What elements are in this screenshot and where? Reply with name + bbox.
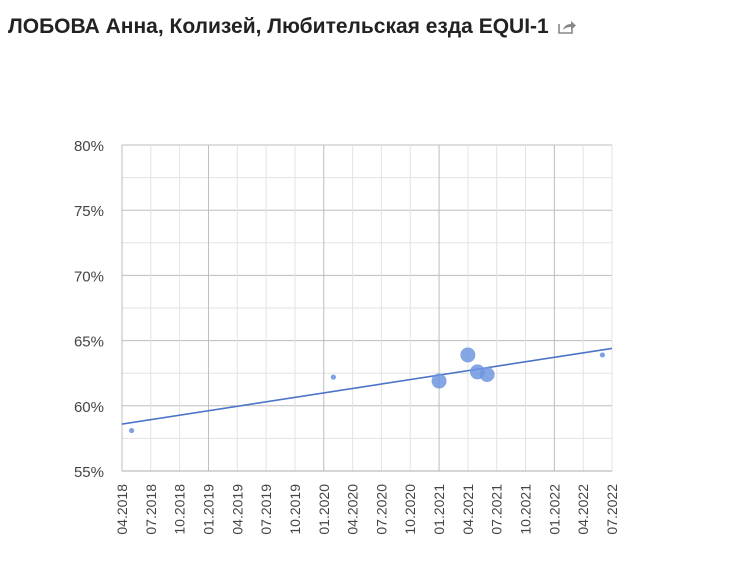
x-tick-label: 04.2020 [345, 484, 361, 535]
x-tick-label: 07.2018 [143, 484, 159, 535]
data-point[interactable] [330, 374, 336, 380]
x-tick-label: 07.2019 [258, 484, 274, 535]
data-point[interactable] [479, 367, 495, 383]
y-axis: 55% 60% 65% 70% 75% 80% [74, 138, 104, 481]
y-tick-label: 80% [74, 138, 104, 155]
x-tick-label: 07.2020 [373, 484, 389, 535]
x-tick-label: 04.2019 [229, 484, 245, 535]
data-point[interactable] [460, 347, 476, 363]
x-tick-label: 04.2022 [575, 484, 591, 535]
x-tick-label: 10.2020 [402, 484, 418, 535]
trendline [121, 347, 613, 425]
x-tick-label: 07.2022 [604, 484, 620, 535]
x-axis: 04.2018 07.2018 10.2018 01.2019 04.2019 07.20… [114, 484, 620, 535]
data-point[interactable] [599, 352, 605, 358]
y-tick-label: 55% [74, 464, 104, 481]
share-icon[interactable] [557, 19, 577, 35]
x-tick-label: 04.2021 [460, 484, 476, 535]
grid [121, 144, 613, 472]
points-layer [129, 347, 605, 434]
y-tick-label: 70% [74, 268, 104, 285]
x-tick-label: 01.2022 [546, 484, 562, 535]
data-point[interactable] [431, 373, 447, 389]
trendline-layer [121, 347, 613, 425]
x-tick-label: 07.2021 [489, 484, 505, 535]
chart-title: ЛОБОВА Анна, Колизей, Любительская езда … [8, 15, 549, 38]
x-tick-label: 01.2019 [200, 484, 216, 535]
x-tick-label: 10.2018 [172, 484, 188, 535]
x-tick-label: 01.2020 [316, 484, 332, 535]
x-tick-label: 04.2018 [114, 484, 130, 535]
x-tick-label: 01.2021 [431, 484, 447, 535]
x-tick-label: 10.2021 [518, 484, 534, 535]
x-tick-label: 10.2019 [287, 484, 303, 535]
y-tick-label: 60% [74, 399, 104, 416]
header: ЛОБОВА Анна, Колизей, Любительская езда … [8, 12, 577, 42]
y-tick-label: 75% [74, 203, 104, 220]
y-tick-label: 65% [74, 334, 104, 351]
data-point[interactable] [129, 427, 135, 434]
